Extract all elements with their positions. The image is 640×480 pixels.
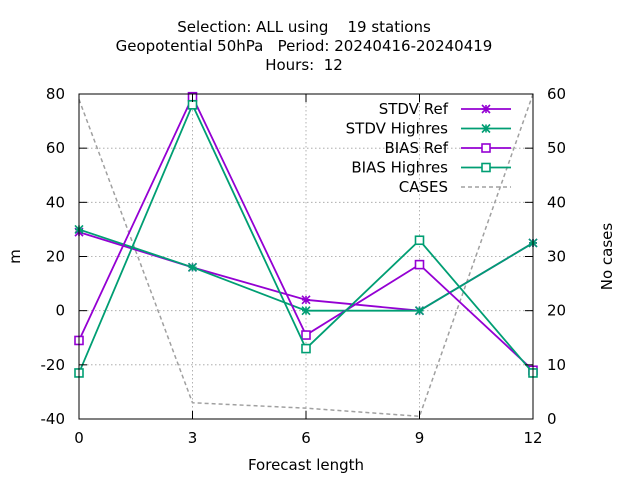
data-point <box>301 306 311 316</box>
marker-cross <box>414 306 425 316</box>
y-tick-label: 60 <box>46 139 65 157</box>
data-point <box>481 143 491 153</box>
y-tick-label: 40 <box>46 193 65 211</box>
legend-item: STDV Highres <box>346 120 511 138</box>
marker-cross <box>481 104 491 114</box>
x-tick-label: 0 <box>74 429 84 447</box>
y-tick-label: 80 <box>46 85 65 103</box>
data-point <box>414 235 425 246</box>
y-tick-label: 20 <box>46 248 65 266</box>
data-point <box>187 100 198 110</box>
legend-label: CASES <box>399 178 448 196</box>
y2-tick-label: 40 <box>547 193 566 211</box>
y-tick-label: -40 <box>41 410 66 428</box>
data-point <box>481 104 491 114</box>
legend-label: BIAS Ref <box>384 139 448 157</box>
title-line: Hours: 12 <box>265 56 343 74</box>
data-point <box>481 123 491 134</box>
legend-item: BIAS Ref <box>384 139 511 157</box>
grid <box>79 94 533 419</box>
marker-cross <box>301 295 311 305</box>
y-axis-label: m <box>6 249 24 264</box>
data-point <box>481 162 491 173</box>
legend-item: STDV Ref <box>379 100 511 118</box>
marker-cross <box>481 123 491 134</box>
title-line: Geopotential 50hPa Period: 20240416-2024… <box>116 37 493 55</box>
y2-tick-label: 0 <box>547 410 557 428</box>
legend-label: STDV Highres <box>346 120 449 138</box>
x-tick-label: 12 <box>523 429 542 447</box>
x-tick-label: 3 <box>188 429 198 447</box>
legend-label: STDV Ref <box>379 100 449 118</box>
data-point <box>414 306 425 316</box>
y2-axis-label: No cases <box>598 223 616 291</box>
y2-tick-label: 50 <box>547 139 566 157</box>
data-point <box>301 330 311 340</box>
x-axis-label: Forecast length <box>248 456 364 474</box>
y-tick-label: -20 <box>41 356 66 374</box>
x-tick-label: 6 <box>301 429 311 447</box>
legend-item: CASES <box>399 178 511 196</box>
data-point <box>301 295 311 305</box>
y2-tick-label: 60 <box>547 85 566 103</box>
title-line: Selection: ALL using 19 stations <box>177 18 431 36</box>
series-cases <box>78 93 534 418</box>
data-point <box>301 343 311 354</box>
data-point <box>187 262 198 272</box>
marker-cross <box>187 262 198 272</box>
legend-label: BIAS Highres <box>351 159 448 177</box>
marker-cross <box>301 306 311 316</box>
y2-tick-label: 30 <box>547 248 566 266</box>
series-line <box>78 94 534 371</box>
axis-ticks: -40 -20 0 20 40 60 80 0 10 20 30 40 50 60 0 3 6 9 12 <box>41 85 567 447</box>
data-point <box>414 259 425 270</box>
chart-title: Selection: ALL using 19 stationsGeopoten… <box>116 18 493 74</box>
y2-tick-label: 10 <box>547 356 566 374</box>
series-lines <box>74 91 538 418</box>
series-line <box>78 93 534 418</box>
x-tick-label: 9 <box>415 429 425 447</box>
legend-item: BIAS Highres <box>351 159 511 177</box>
y-tick-label: 0 <box>55 302 65 320</box>
y2-tick-label: 20 <box>547 302 566 320</box>
